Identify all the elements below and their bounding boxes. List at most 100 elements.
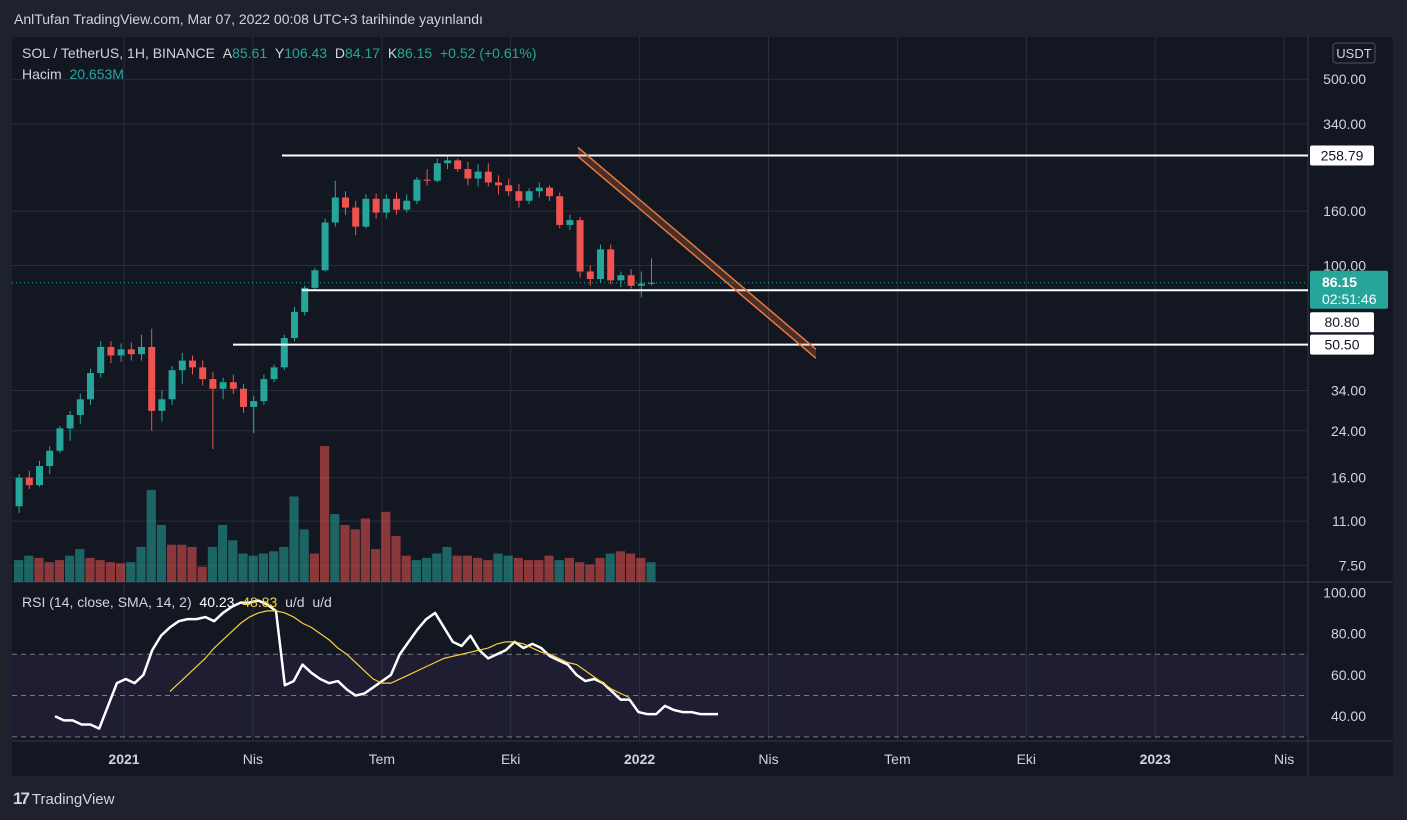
candle-body [454, 160, 462, 170]
x-tick-label: Tem [369, 751, 395, 767]
volume-bar [248, 555, 258, 582]
candle-body [301, 287, 309, 312]
volume-bar [595, 557, 605, 582]
brand-name: TradingView [31, 790, 115, 808]
last-price-badge: 86.15 [1322, 274, 1357, 290]
volume-bar [320, 446, 330, 582]
rsi-line [54, 599, 718, 730]
x-tick-label: Eki [1017, 751, 1036, 767]
volume-bar [524, 560, 534, 582]
candle-body [138, 346, 145, 355]
candle-body [484, 171, 492, 183]
low-value: 84.17 [345, 45, 381, 61]
candle-body [46, 450, 54, 467]
volume-bar [116, 563, 126, 582]
candle-body [444, 160, 451, 164]
currency-tag-bg [1332, 42, 1376, 64]
y-tick-label: 340.00 [1323, 116, 1366, 132]
candle-body [576, 220, 584, 272]
volume-bar [44, 562, 54, 582]
y-tick-label: 11.00 [1332, 513, 1366, 529]
candle-body [87, 373, 94, 400]
candle-body [627, 275, 635, 286]
candle-body [372, 198, 380, 213]
low-label: D [334, 45, 345, 61]
level-badge-3: 50.50 [1324, 337, 1359, 353]
volume-bar [564, 557, 574, 582]
volume-bar [14, 560, 24, 582]
rsi-tick-label: 80.00 [1331, 626, 1366, 642]
tradingview-watermark[interactable]: 17 TradingView [13, 789, 114, 809]
change-value: +0.52 (+0.61%) [440, 45, 537, 61]
volume-bar [299, 529, 309, 582]
y-tick-label: 500.00 [1323, 71, 1366, 87]
volume-bar [34, 557, 44, 582]
volume-bar [146, 489, 156, 582]
volume-bar [95, 560, 105, 582]
candle-body [352, 207, 360, 227]
candle-body [546, 187, 553, 197]
rsi-tick-label: 40.00 [1331, 708, 1366, 724]
candle-body [433, 163, 441, 181]
candle-body [403, 200, 411, 210]
volume-bar [54, 560, 64, 582]
close-value: 86.15 [397, 45, 433, 61]
volume-bar [330, 514, 340, 582]
volume-bar [473, 557, 483, 582]
currency-tag: USDT [1336, 46, 1371, 61]
open-value: 85.61 [232, 45, 268, 61]
volume-bar [105, 562, 115, 582]
rsi-sma-line [169, 610, 630, 699]
volume-bar [289, 496, 299, 582]
candle-body [515, 191, 523, 201]
candle-body [36, 466, 43, 486]
volume-bar [483, 560, 493, 582]
volume-bar [575, 562, 585, 582]
trend-channel-fill [578, 147, 816, 359]
volume-bar [554, 560, 564, 582]
rsi-ud-2: u/d [312, 594, 332, 610]
volume-bar [207, 546, 217, 582]
volume-bar [24, 555, 34, 582]
x-tick-label: Nis [243, 751, 263, 767]
symbol-legend[interactable]: SOL / TetherUS, 1H, BINANCE A85.61 Y106.… [22, 45, 537, 61]
x-tick-label: 2021 [108, 751, 139, 767]
candle-body [474, 171, 482, 179]
last-price-badge-bg [1310, 270, 1388, 309]
volume-bar [269, 551, 279, 582]
rsi-legend[interactable]: RSI (14, close, SMA, 14, 2) 40.23 48.83 … [22, 594, 332, 610]
candle-body [597, 249, 604, 280]
candle-body [311, 270, 319, 288]
candle-body [566, 220, 574, 225]
candle-body [15, 477, 23, 507]
tradingview-logo-icon: 17 [13, 789, 30, 808]
candle-body [586, 271, 594, 280]
candle-body [56, 428, 64, 451]
volume-bar [167, 544, 177, 582]
high-label: Y [274, 45, 285, 61]
candle-body [382, 198, 390, 213]
volume-bar [371, 549, 381, 582]
volume-bar [534, 560, 544, 582]
volume-bar [391, 535, 401, 582]
x-tick-label: Nis [1274, 751, 1294, 767]
x-tick-label: Nis [758, 751, 778, 767]
candle-body [413, 179, 421, 201]
volume-bar [340, 524, 350, 582]
published-caption: AnlTufan TradingView.com, Mar 07, 2022 0… [14, 11, 483, 27]
candle-body [331, 197, 339, 223]
level-badge-1-bg [1310, 145, 1374, 166]
volume-bar [136, 546, 146, 582]
candle-body [240, 388, 247, 407]
volume-legend[interactable]: Hacim 20.653M [22, 66, 124, 82]
volume-bar [585, 564, 595, 582]
y-tick-label: 100.00 [1323, 258, 1366, 274]
countdown-badge: 02:51:46 [1322, 291, 1377, 307]
candle-body [209, 379, 217, 389]
volume-bar [422, 557, 432, 582]
volume-bar [279, 546, 289, 582]
volume-bar [442, 546, 452, 582]
candle-body [495, 182, 502, 186]
volume-value: 20.653M [69, 66, 124, 82]
